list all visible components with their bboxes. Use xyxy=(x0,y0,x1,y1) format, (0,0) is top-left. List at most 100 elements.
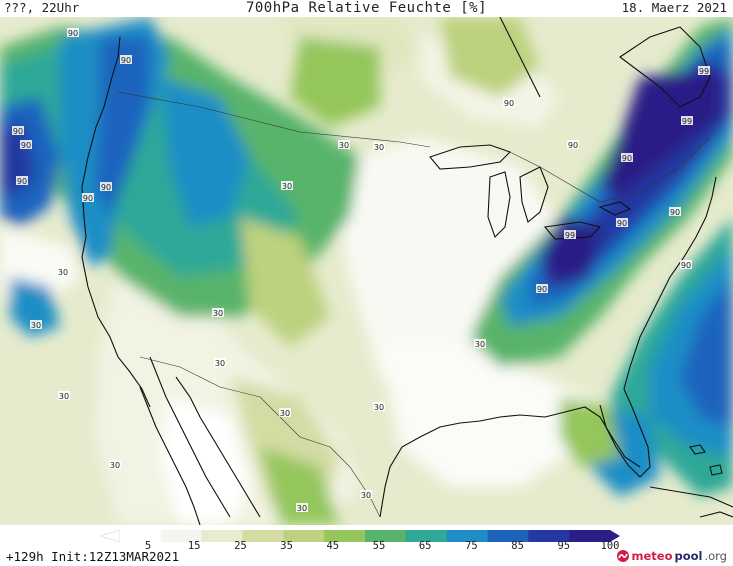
contour-label-bg xyxy=(474,339,486,348)
contour-label: 90 xyxy=(504,99,514,108)
contour-label-bg xyxy=(338,140,350,149)
contour-label-bg xyxy=(109,460,121,469)
colorbar-band xyxy=(365,530,407,542)
contour-label: 90 xyxy=(68,29,78,38)
meteopool-logo[interactable]: meteo pool .org xyxy=(616,548,727,564)
contour-label: 30 xyxy=(31,321,41,330)
contour-label-bg xyxy=(20,140,32,149)
contour-label-bg xyxy=(296,503,308,512)
init-day-label: ???, 22Uhr xyxy=(4,0,80,15)
colorbar-tick-label: 65 xyxy=(418,540,432,552)
colorbar-band xyxy=(283,530,325,542)
colorbar-tick-label: 35 xyxy=(280,540,293,552)
colorbar-band xyxy=(446,530,488,542)
contour-label-bg xyxy=(360,490,372,499)
colorbar-tick-label: 100 xyxy=(600,540,620,552)
contour-label-bg xyxy=(616,218,628,227)
contour-label: 90 xyxy=(101,183,111,192)
contour-label-bg xyxy=(536,284,548,293)
contour-label-bg xyxy=(120,55,132,64)
contour-label-bg xyxy=(681,116,693,125)
contour-label: 30 xyxy=(361,491,371,500)
colorbar-band xyxy=(405,530,448,542)
colorbar-tick-label: 15 xyxy=(187,540,201,552)
contour-label: 99 xyxy=(682,117,692,126)
contour-label-bg xyxy=(680,260,692,269)
colorbar-arrow xyxy=(610,530,620,542)
contour-label-bg xyxy=(67,28,79,37)
contour-label-bg xyxy=(698,66,710,75)
contour-label: 90 xyxy=(83,194,93,203)
colorbar-band xyxy=(324,530,366,542)
contour-label: 30 xyxy=(110,461,120,470)
colorbar-band xyxy=(528,530,570,542)
contour-label: 90 xyxy=(617,219,627,228)
contour-label-bg xyxy=(669,207,681,216)
colorbar-ticks: 5 15 25 35 45 55 65 75 85 95 100 xyxy=(100,540,620,554)
logo-icon xyxy=(616,550,629,562)
contour-label-bg xyxy=(16,176,28,185)
contour-label: 30 xyxy=(58,268,68,277)
contour-label: 30 xyxy=(59,392,69,401)
humidity-map: 90 90 90 90 90 90 30 30 30 30 30 30 30 30 30 30 30 30 30 90… xyxy=(0,17,733,525)
contour-label-bg xyxy=(100,182,112,191)
contour-label-bg xyxy=(57,267,69,276)
contour-label: 90 xyxy=(681,261,691,270)
contour-label: 90 xyxy=(21,141,31,150)
contour-label-bg xyxy=(82,193,94,202)
contour-label: 90 xyxy=(568,141,578,150)
contour-label-bg xyxy=(58,391,70,400)
colorbar-tick-label: 25 xyxy=(234,540,247,552)
contour-label-bg xyxy=(214,358,226,367)
contour-label: 30 xyxy=(374,403,384,412)
contour-label: 99 xyxy=(565,231,575,240)
contour-label: 30 xyxy=(213,309,223,318)
contour-label: 30 xyxy=(282,182,292,191)
colorbar-tick-label: 55 xyxy=(372,540,386,552)
map-title: 700hPa Relative Feuchte [%] xyxy=(245,0,488,16)
contour-label: 90 xyxy=(537,285,547,294)
contour-label: 90 xyxy=(121,56,131,65)
contour-label-bg xyxy=(281,181,293,190)
run-info: +129h Init:12Z13MAR2021 xyxy=(6,549,180,564)
contour-label-bg xyxy=(212,308,224,317)
logo-text-meteo: meteo xyxy=(631,549,673,563)
colorbar xyxy=(99,527,620,543)
contour-label: 30 xyxy=(280,409,290,418)
colorbar-band xyxy=(160,530,203,542)
contour-label: 99 xyxy=(699,67,709,76)
valid-date: 18. Maerz 2021 xyxy=(621,0,727,15)
colorbar-tick-label: 5 xyxy=(144,540,152,552)
contour-label-bg xyxy=(373,402,385,411)
contour-label: 90 xyxy=(17,177,27,186)
contour-label-bg xyxy=(12,126,24,135)
contour-label-bg xyxy=(567,140,579,149)
colorbar-tick-label: 95 xyxy=(557,540,571,552)
contour-label: 30 xyxy=(297,504,307,513)
contour-label: 30 xyxy=(339,141,349,150)
borders xyxy=(117,91,711,518)
contour-label-bg xyxy=(30,320,42,329)
contour-label: 90 xyxy=(13,127,23,136)
colorbar-tick-label: 45 xyxy=(326,540,340,552)
logo-text-pool: pool xyxy=(674,549,703,563)
contour-label: 30 xyxy=(475,340,485,349)
contour-labels: 90 90 90 90 90 90 30 30 30 30 30 30 30 30 30 30 30 30 30 90… xyxy=(12,28,710,513)
contour-label: 30 xyxy=(215,359,225,368)
contour-label-bg xyxy=(564,230,576,239)
contour-label: 90 xyxy=(670,208,680,217)
colorbar-band xyxy=(120,530,162,542)
contour-label-bg xyxy=(621,153,633,162)
colorbar-tick-label: 75 xyxy=(465,540,478,552)
contour-label-bg xyxy=(279,408,291,417)
colorbar-band xyxy=(242,530,284,542)
colorbar-tick-label: 85 xyxy=(511,540,524,552)
contour-label-bg xyxy=(373,142,385,151)
colorbar-band xyxy=(569,530,611,542)
contour-label: 90 xyxy=(622,154,632,163)
logo-text-org: .org xyxy=(704,549,727,563)
contour-label: 30 xyxy=(374,143,384,152)
colorbar-band xyxy=(487,530,529,542)
coastlines xyxy=(81,17,733,525)
contour-label-bg xyxy=(503,98,515,107)
